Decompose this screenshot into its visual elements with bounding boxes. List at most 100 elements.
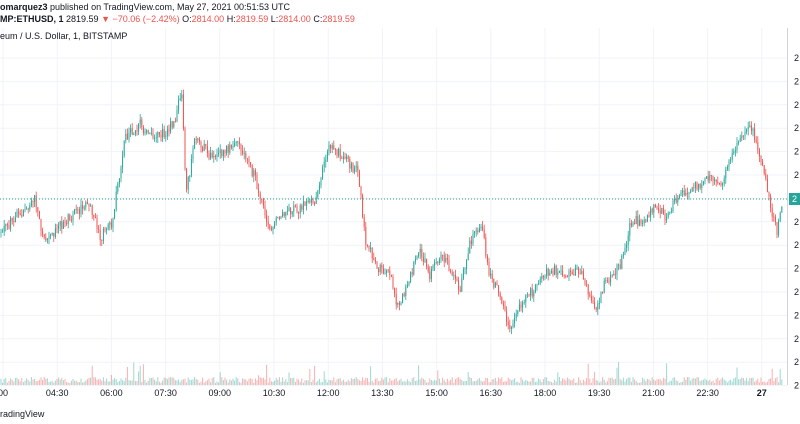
candle-body	[448, 259, 450, 271]
candle-body	[387, 269, 389, 271]
candle-body	[499, 293, 501, 298]
candle-body	[275, 217, 277, 223]
candle-body	[435, 262, 437, 264]
time-axis[interactable]: 00 04:30 06:00 07:30 09:00 10:30 12:00 13:30 15:…	[0, 388, 767, 398]
candle-body	[488, 262, 490, 276]
volume-bar	[710, 381, 712, 385]
volume-bar	[37, 380, 39, 385]
price-axis-border	[787, 28, 788, 385]
price-chart[interactable]: 2 2 2 2 2 2 2 2 2 2 2 2 2 2 2 00 04:30 06:00 07:30 09:00 10…	[0, 28, 800, 406]
volume-bar	[637, 382, 639, 385]
volume-bar	[594, 371, 596, 385]
time-axis-label: 19:30	[588, 388, 611, 398]
candle-body	[467, 253, 469, 261]
volume-bar	[320, 382, 322, 385]
volume-bar	[669, 381, 671, 385]
volume-bar	[408, 381, 410, 385]
volume-bar	[530, 381, 532, 385]
volume-bar	[174, 380, 176, 385]
candle-body	[682, 190, 684, 193]
candle-body	[414, 259, 416, 262]
candle-body	[498, 285, 500, 294]
volume-bar	[670, 380, 672, 385]
candle-body	[510, 327, 512, 329]
volume-bar	[478, 378, 480, 385]
candle-body	[213, 155, 215, 158]
candle-body	[608, 281, 610, 283]
candle-body	[46, 238, 48, 241]
volume-bar	[410, 382, 412, 385]
candle-body	[667, 213, 669, 218]
candle-body	[715, 179, 717, 182]
candle-body	[490, 273, 492, 276]
candle-body	[136, 130, 138, 132]
candle-body	[216, 154, 218, 158]
candle-body	[2, 231, 4, 233]
candle-body	[398, 303, 400, 305]
price-axis-label: 2	[794, 240, 799, 250]
volume-bar	[525, 379, 527, 385]
price-axis-label: 2	[794, 100, 799, 110]
candle-body	[637, 216, 639, 226]
candle-body	[83, 206, 85, 209]
candle-body	[37, 207, 39, 212]
volume-bar	[480, 380, 482, 385]
volume-bar	[368, 381, 370, 385]
candle-body	[699, 183, 701, 188]
volume-bar	[155, 381, 157, 385]
volume-bar	[482, 381, 484, 385]
volume-bar	[211, 377, 213, 385]
candle-body	[75, 209, 77, 210]
volume-bar	[18, 379, 20, 385]
candle-body	[603, 280, 605, 293]
volume-bar	[754, 381, 756, 385]
candle-body	[542, 276, 544, 278]
candle-body	[301, 205, 303, 210]
volume-bar	[715, 378, 717, 385]
candle-body	[11, 217, 13, 222]
candle-body	[477, 230, 479, 232]
volume-bar	[778, 382, 780, 385]
candle-body	[21, 214, 23, 217]
volume-bar	[555, 381, 557, 385]
candle-body	[755, 139, 757, 143]
volume-bar	[514, 378, 516, 385]
volume-bar	[720, 378, 722, 385]
volume-bar	[686, 377, 688, 385]
volume-bar	[405, 381, 407, 385]
volume-bar	[398, 380, 400, 385]
volume-bar	[501, 377, 503, 385]
candle-body	[451, 272, 453, 276]
time-axis-label: 15:00	[425, 388, 448, 398]
candle-body	[779, 212, 781, 221]
volume-bar	[475, 380, 477, 385]
volume-bar	[717, 377, 719, 385]
candle-body	[470, 240, 472, 244]
volume-bar	[344, 381, 346, 385]
volume-bar	[675, 380, 677, 385]
candle-body	[432, 265, 434, 270]
volume-bar	[758, 382, 760, 385]
candle-body	[274, 222, 276, 228]
candle-body	[454, 274, 456, 279]
volume-bar	[104, 381, 106, 385]
volume-bar	[374, 378, 376, 385]
candle-body	[464, 268, 466, 270]
candle-body	[485, 237, 487, 256]
volume-bar	[485, 378, 487, 385]
candle-body	[773, 216, 775, 218]
volume-bar	[469, 377, 471, 385]
volume-bar	[704, 378, 706, 385]
candle-body	[558, 270, 560, 273]
candle-body	[29, 205, 31, 210]
candle-body	[256, 175, 258, 190]
candle-body	[566, 276, 568, 278]
volume-bar	[595, 380, 597, 385]
candle-body	[50, 234, 52, 237]
price-axis[interactable]: 2 2 2 2 2 2 2 2 2 2 2 2 2 2 2	[794, 53, 799, 391]
author-name[interactable]: omarquez3	[0, 2, 48, 12]
volume-bar	[126, 366, 128, 385]
volume-bar	[296, 378, 298, 385]
candle-body	[579, 273, 581, 275]
candle-body	[286, 211, 288, 212]
